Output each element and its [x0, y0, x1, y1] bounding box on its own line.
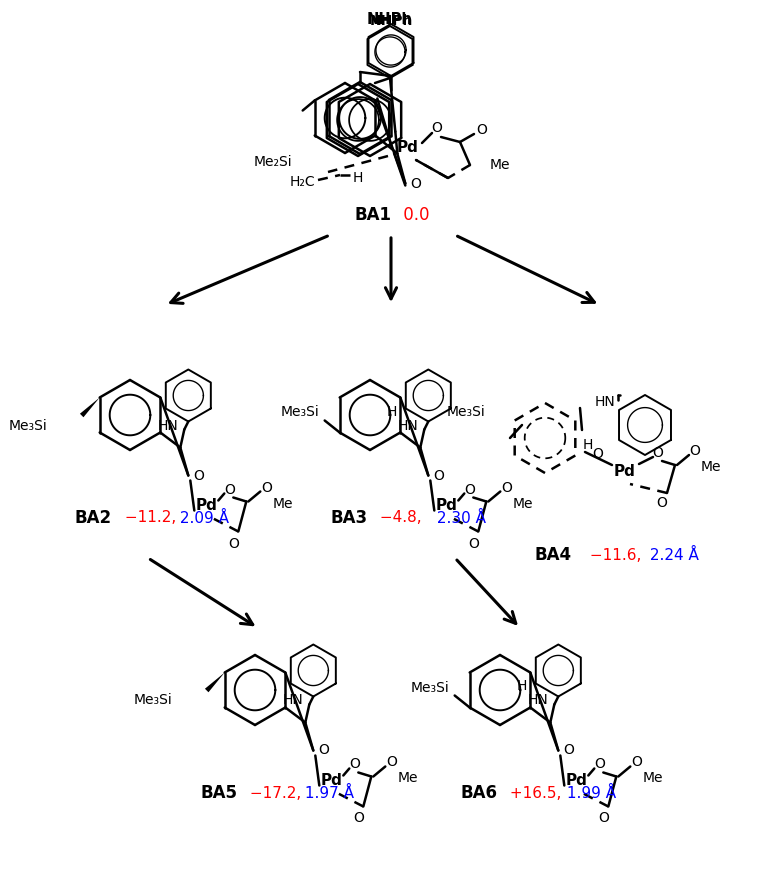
Text: Me₃Si: Me₃Si: [281, 406, 319, 419]
Text: −11.6,: −11.6,: [585, 548, 641, 563]
Text: Pd: Pd: [196, 498, 217, 513]
Text: H: H: [517, 680, 528, 693]
Polygon shape: [80, 398, 99, 417]
Text: O: O: [563, 744, 574, 757]
Text: Me₃Si: Me₃Si: [134, 693, 173, 707]
Text: 2.09 Å: 2.09 Å: [175, 510, 229, 525]
Text: O: O: [501, 481, 512, 494]
Text: O: O: [631, 756, 642, 770]
Text: 0.0: 0.0: [398, 206, 430, 224]
Text: −17.2,: −17.2,: [245, 786, 301, 800]
Text: HN: HN: [283, 693, 304, 707]
Text: Me: Me: [512, 497, 532, 510]
Text: O: O: [318, 744, 329, 757]
Text: BA2: BA2: [75, 509, 112, 527]
Text: O: O: [652, 446, 663, 460]
Text: O: O: [468, 536, 478, 550]
Text: O: O: [349, 757, 359, 772]
Text: BA5: BA5: [200, 784, 237, 802]
Text: Pd: Pd: [320, 773, 342, 788]
Text: O: O: [410, 177, 420, 191]
Text: Me: Me: [642, 772, 663, 786]
Text: −11.2,: −11.2,: [120, 510, 176, 525]
Text: Me: Me: [701, 460, 721, 474]
Text: +16.5,: +16.5,: [505, 786, 561, 800]
Polygon shape: [205, 673, 225, 692]
Text: H: H: [583, 438, 594, 452]
Text: O: O: [598, 812, 608, 825]
Text: H₂C: H₂C: [290, 175, 315, 189]
Text: 2.30 Å: 2.30 Å: [432, 510, 486, 525]
Text: Pd: Pd: [397, 141, 419, 155]
Text: Me: Me: [272, 497, 293, 510]
Text: Pd: Pd: [565, 773, 587, 788]
Text: Me₃Si: Me₃Si: [9, 418, 48, 433]
Text: Me₂Si: Me₂Si: [254, 155, 292, 169]
Text: O: O: [594, 757, 604, 772]
Text: Me₃Si: Me₃Si: [411, 681, 449, 695]
Text: O: O: [464, 483, 474, 497]
Text: 1.97 Å: 1.97 Å: [300, 786, 354, 800]
Text: BA3: BA3: [330, 509, 367, 527]
Text: H: H: [387, 404, 398, 418]
Text: HN: HN: [594, 395, 615, 409]
Text: O: O: [386, 756, 397, 770]
Text: O: O: [433, 468, 444, 483]
Text: Me: Me: [397, 772, 418, 786]
Text: Me: Me: [490, 158, 511, 172]
Text: −4.8,: −4.8,: [375, 510, 421, 525]
Text: O: O: [657, 496, 667, 510]
Text: Me₃Si: Me₃Si: [446, 405, 485, 419]
Text: BA4: BA4: [535, 546, 572, 564]
Text: BA1: BA1: [355, 206, 392, 224]
Text: O: O: [193, 468, 204, 483]
Text: O: O: [261, 481, 272, 494]
Text: O: O: [353, 812, 364, 825]
Text: O: O: [224, 483, 235, 497]
Text: HN: HN: [158, 418, 179, 433]
Text: Pd: Pd: [435, 498, 457, 513]
Text: 2.24 Å: 2.24 Å: [645, 548, 699, 563]
Text: HN: HN: [528, 693, 549, 707]
Text: O: O: [431, 121, 442, 135]
Text: NHPh: NHPh: [367, 12, 413, 28]
Text: BA6: BA6: [460, 784, 497, 802]
Text: O: O: [477, 123, 488, 137]
Text: Pd: Pd: [614, 465, 636, 480]
Text: H: H: [353, 171, 363, 185]
Text: O: O: [593, 447, 604, 461]
Text: O: O: [228, 536, 239, 550]
Text: NHPh: NHPh: [370, 14, 413, 28]
Text: 1.99 Å: 1.99 Å: [562, 786, 616, 800]
Text: HN: HN: [398, 418, 419, 433]
Text: O: O: [690, 444, 701, 458]
